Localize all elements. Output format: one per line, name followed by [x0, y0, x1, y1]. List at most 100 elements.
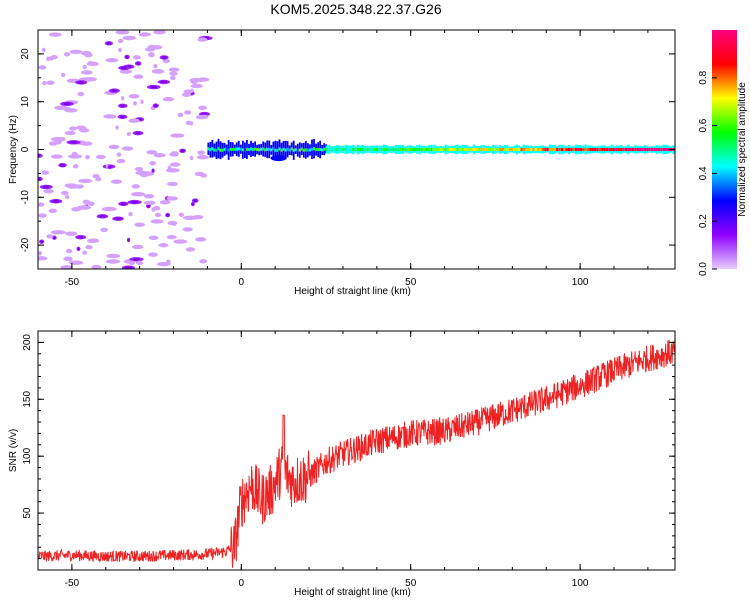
- noise-blob-core: [180, 149, 185, 153]
- band-core: [333, 148, 336, 151]
- noise-blob-core: [40, 240, 43, 243]
- band-core: [570, 148, 573, 151]
- noise-blob: [162, 58, 170, 64]
- spec-xtick-label: -50: [65, 277, 80, 288]
- band-core: [634, 148, 637, 151]
- noise-blob: [82, 250, 87, 255]
- band-core: [446, 148, 450, 151]
- band-core: [620, 148, 623, 151]
- noise-blob: [182, 227, 193, 232]
- noise-blob: [46, 80, 55, 85]
- band-inner: [250, 147, 252, 151]
- band-core: [639, 148, 642, 151]
- band-core: [463, 148, 466, 151]
- band-inner: [260, 147, 263, 151]
- spec-ytick-label: 0: [20, 146, 31, 152]
- noise-blob: [115, 125, 119, 130]
- noise-blob: [118, 47, 122, 53]
- noise-blob: [192, 214, 204, 220]
- band-core: [404, 148, 407, 151]
- noise-blob: [131, 184, 140, 189]
- spec-xtick-label: 50: [405, 277, 417, 288]
- band-core: [413, 148, 416, 151]
- noise-blob: [159, 200, 171, 205]
- band-inner: [274, 148, 277, 152]
- noise-blob: [58, 136, 66, 142]
- snr-xtick-label: 100: [572, 578, 589, 589]
- band-core: [662, 148, 666, 151]
- band-inner: [292, 148, 295, 152]
- band-core: [456, 148, 459, 151]
- band-inner: [215, 148, 218, 152]
- noise-blob: [185, 247, 196, 252]
- noise-blob: [153, 30, 166, 35]
- band-core: [484, 148, 488, 151]
- band-core: [572, 148, 575, 151]
- snr-xlabel: Height of straight line (km): [294, 587, 411, 598]
- noise-blob: [197, 37, 208, 42]
- band-core: [515, 148, 518, 151]
- band-inner: [286, 147, 289, 151]
- band-core: [349, 148, 352, 151]
- noise-blob: [38, 256, 48, 261]
- noise-blob-core: [191, 202, 194, 206]
- noise-blob-core: [42, 185, 50, 189]
- band-inner: [321, 148, 324, 152]
- noise-blob: [156, 261, 171, 267]
- band-core: [371, 148, 374, 151]
- noise-blob: [122, 35, 137, 41]
- snr-ytick-label: 50: [22, 507, 33, 519]
- noise-blob: [61, 190, 69, 196]
- band-inner: [317, 148, 319, 152]
- band-inner: [254, 147, 256, 151]
- band-core: [354, 148, 357, 151]
- snr-content: [38, 338, 675, 568]
- noise-blob: [172, 221, 177, 227]
- noise-blob-core: [132, 257, 140, 261]
- noise-blob: [146, 150, 158, 155]
- band-core: [501, 148, 504, 151]
- noise-blob: [41, 170, 50, 175]
- noise-blob: [128, 260, 136, 265]
- noise-blob: [100, 227, 109, 233]
- band-core: [337, 148, 341, 151]
- band-core: [584, 148, 587, 151]
- noise-blob: [154, 212, 162, 218]
- band-core: [494, 148, 497, 151]
- cb-tick-label: 0.4: [698, 166, 709, 180]
- snr-ylabel: SNR (v/v): [8, 429, 19, 472]
- noise-blob: [64, 108, 78, 113]
- noise-blob: [133, 74, 144, 79]
- band-core: [454, 148, 457, 151]
- band-core: [532, 148, 535, 151]
- band-inner: [231, 147, 234, 151]
- band-inner: [246, 147, 248, 151]
- band-core: [653, 148, 656, 151]
- noise-blob: [158, 243, 169, 248]
- band-core: [482, 148, 485, 151]
- spec-ytick-label: -10: [20, 190, 31, 205]
- noise-blob: [143, 193, 155, 199]
- noise-blob: [116, 152, 122, 157]
- band-core: [359, 148, 362, 151]
- noise-blob: [121, 146, 134, 151]
- band-core: [646, 148, 649, 151]
- band-core: [392, 148, 395, 151]
- noise-blob: [76, 205, 92, 210]
- noise-blob: [78, 178, 93, 184]
- band-core: [605, 148, 609, 151]
- noise-blob: [153, 152, 166, 158]
- noise-blob-core: [111, 89, 118, 92]
- band-inner: [276, 148, 279, 152]
- band-inner: [311, 147, 313, 151]
- band-inner: [319, 147, 322, 151]
- band-core: [548, 148, 552, 151]
- noise-blob-core: [135, 131, 141, 135]
- noise-blob: [38, 251, 43, 256]
- cb-tick-label: 0.0: [698, 262, 709, 276]
- band-core: [643, 148, 647, 151]
- band-core: [477, 148, 481, 151]
- noise-blob-core: [77, 235, 84, 239]
- band-inner: [298, 148, 301, 152]
- noise-blob: [65, 194, 70, 200]
